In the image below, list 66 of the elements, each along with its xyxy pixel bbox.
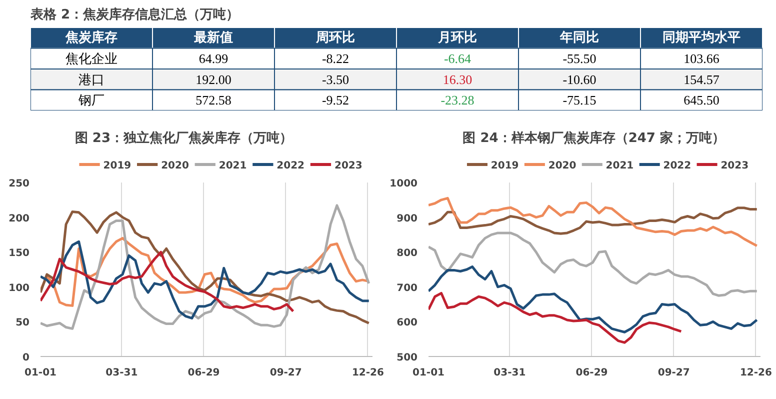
line-series: [40, 240, 370, 320]
data-label: 103.66: [684, 51, 720, 66]
x-tick-label: 同期平均水平: [662, 30, 740, 46]
y-tick-label: 100: [8, 282, 30, 294]
data-label: 572.58: [196, 92, 232, 108]
data-label: 645.50: [684, 92, 720, 108]
y-axis-title: 焦炭库存: [64, 29, 118, 46]
data-label: -3.50: [322, 72, 350, 87]
x-tick-label: 03-31: [106, 368, 138, 378]
data-label: -9.52: [322, 92, 350, 108]
data-label: -10.60: [562, 72, 596, 87]
y-tick-label: 150: [8, 248, 30, 260]
data-label: -55.50: [562, 51, 596, 66]
line-series: [428, 206, 758, 235]
y-tick-label: 钢厂: [78, 92, 104, 108]
y-tick-label: 800: [396, 248, 418, 260]
data-label: -23.28: [440, 92, 474, 108]
data-label: 16.30: [442, 72, 472, 87]
data-label: 64.99: [198, 51, 228, 66]
data-label: -75.15: [562, 92, 596, 108]
legend-label: 2022: [276, 160, 305, 172]
y-tick-label: 500: [396, 352, 418, 364]
x-tick-label: 09-27: [270, 368, 302, 378]
x-tick-label: 月环比: [437, 30, 477, 46]
data-label: 154.57: [684, 72, 720, 87]
x-tick-label: 周环比: [315, 30, 355, 46]
y-tick-label: 0: [22, 352, 30, 364]
x-tick-label: 01-01: [24, 368, 57, 378]
legend-label: 2023: [720, 160, 749, 172]
x-tick-label: 最新值: [193, 29, 233, 46]
x-tick-label: 12-26: [740, 368, 772, 378]
line-series: [428, 196, 758, 248]
data-label: -6.64: [444, 51, 472, 66]
legend-label: 2023: [334, 160, 362, 172]
line-series: [428, 292, 682, 344]
x-tick-label: 年同比: [559, 30, 599, 46]
x-tick-label: 12-26: [352, 368, 384, 378]
line-series: [40, 250, 294, 313]
chart-title: 图 23：独立焦化厂焦炭库存（万吨）: [74, 130, 293, 146]
y-tick-label: 50: [16, 318, 30, 329]
x-tick-label: 06-29: [188, 368, 220, 378]
legend-label: 2021: [218, 160, 247, 172]
line-series: [428, 232, 758, 297]
y-tick-label: 600: [396, 318, 418, 329]
y-tick-label: 港口: [78, 72, 104, 87]
y-tick-label: 1000: [390, 178, 418, 190]
data-label: -8.22: [322, 51, 350, 66]
y-tick-label: 700: [396, 282, 418, 294]
legend-label: 2021: [606, 160, 634, 172]
data-label: 192.00: [196, 72, 232, 87]
x-tick-label: 03-31: [494, 368, 526, 378]
y-tick-label: 焦化企业: [66, 51, 118, 66]
chart-title: 图 24：样本钢厂焦炭库存（247 家；万吨）: [462, 130, 725, 146]
legend-label: 2020: [161, 160, 189, 172]
y-tick-label: 200: [8, 213, 30, 224]
y-tick-label: 250: [8, 178, 30, 190]
legend-label: 2019: [490, 160, 519, 172]
line-series: [428, 265, 758, 334]
legend-label: 2022: [663, 160, 692, 172]
x-tick-label: 01-01: [412, 368, 445, 378]
legend-label: 2020: [548, 160, 576, 172]
x-tick-label: 06-29: [576, 368, 608, 378]
legend-label: 2019: [103, 160, 132, 172]
chart-title: 表格 2：焦炭库存信息汇总（万吨）: [30, 6, 240, 22]
x-tick-label: 09-27: [658, 368, 690, 378]
y-tick-label: 900: [396, 213, 418, 224]
